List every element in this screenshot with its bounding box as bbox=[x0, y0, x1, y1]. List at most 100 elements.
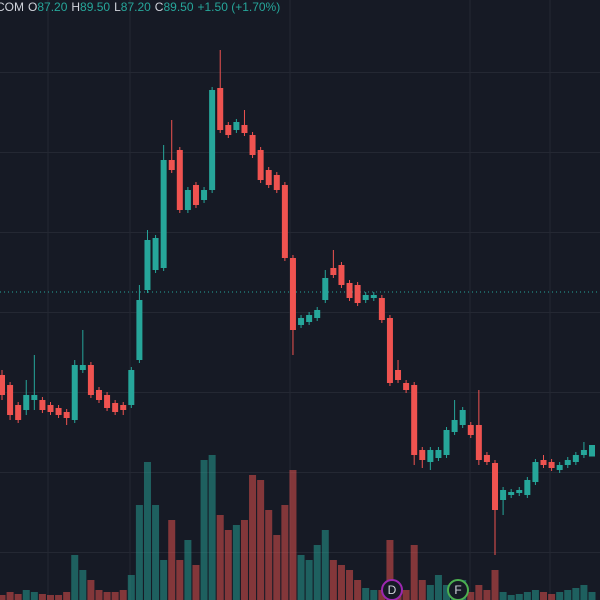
candle-body bbox=[411, 385, 418, 455]
volume-bar bbox=[6, 592, 14, 600]
volume-bar bbox=[95, 590, 103, 600]
candle-body bbox=[378, 298, 385, 320]
volume-bar bbox=[152, 505, 160, 600]
volume-bar bbox=[46, 595, 54, 600]
candle-body bbox=[564, 460, 571, 465]
candle-body bbox=[152, 238, 159, 270]
candle-body bbox=[427, 450, 434, 462]
candle-body bbox=[314, 310, 321, 318]
volume-bar bbox=[434, 575, 442, 600]
candle-body bbox=[144, 240, 151, 290]
candle-body bbox=[112, 403, 119, 412]
volume-bar bbox=[208, 455, 216, 600]
volume-bar bbox=[119, 590, 127, 600]
volume-bar bbox=[111, 592, 119, 600]
change: +1.50 (+1.70%) bbox=[198, 0, 281, 14]
candle-body bbox=[257, 150, 264, 180]
candle-body bbox=[31, 395, 38, 400]
volume-bar bbox=[329, 560, 337, 600]
symbol: COM bbox=[0, 0, 24, 14]
volume-bar bbox=[402, 590, 410, 600]
candle-body bbox=[47, 405, 54, 412]
volume-bar bbox=[572, 588, 580, 600]
volume-bar bbox=[289, 470, 297, 600]
ohlc-value: 89.50 bbox=[163, 0, 193, 14]
event-label: D bbox=[388, 583, 397, 597]
volume-bar bbox=[87, 580, 95, 600]
event-marker bbox=[447, 579, 469, 600]
volume-bar bbox=[200, 460, 208, 600]
volume-bar bbox=[426, 585, 434, 600]
volume-bar bbox=[38, 594, 46, 600]
volume-bar bbox=[362, 588, 370, 600]
candle-body bbox=[79, 365, 86, 370]
volume-bar bbox=[354, 580, 362, 600]
event-marker bbox=[381, 579, 403, 600]
candle-body bbox=[338, 265, 345, 285]
candle-body bbox=[55, 408, 62, 415]
volume-bar bbox=[79, 570, 87, 600]
volume-bar bbox=[386, 540, 394, 600]
ohlc-label: L bbox=[114, 0, 121, 14]
ohlc-label: H bbox=[71, 0, 80, 14]
volume-bar bbox=[305, 560, 313, 600]
candle-body bbox=[508, 492, 515, 495]
volume-bar bbox=[588, 592, 596, 600]
volume-bar bbox=[249, 475, 257, 600]
volume-bar bbox=[418, 580, 426, 600]
candle-body bbox=[500, 490, 507, 500]
volume-bar bbox=[337, 565, 345, 600]
volume-bar bbox=[491, 570, 499, 600]
ohlc-value: 89.50 bbox=[80, 0, 110, 14]
volume-bar bbox=[14, 594, 22, 600]
volume-bar bbox=[443, 585, 451, 600]
candle-body bbox=[136, 300, 143, 360]
volume-bar bbox=[103, 592, 111, 600]
candle-body bbox=[451, 420, 458, 432]
candle-body bbox=[15, 405, 22, 420]
ohlc-value: 87.20 bbox=[37, 0, 67, 14]
candle-body bbox=[160, 160, 167, 268]
candle-body bbox=[556, 465, 563, 470]
candle-body bbox=[362, 295, 369, 300]
volume-bar bbox=[160, 560, 168, 600]
volume-bar bbox=[499, 592, 507, 600]
candle-body bbox=[346, 283, 353, 298]
volume-bar bbox=[63, 592, 71, 600]
volume-bar bbox=[257, 480, 265, 600]
candle-body bbox=[201, 190, 208, 200]
candle-body bbox=[176, 150, 183, 210]
candle-body bbox=[128, 370, 135, 405]
volume-bar bbox=[30, 592, 38, 600]
volume-bar bbox=[216, 515, 224, 600]
volume-bar bbox=[515, 594, 523, 600]
candle-body bbox=[281, 185, 288, 258]
volume-bar bbox=[184, 540, 192, 600]
candle-body bbox=[572, 455, 579, 462]
candle-body bbox=[273, 175, 280, 190]
candle-body bbox=[168, 160, 175, 170]
candle-body bbox=[443, 430, 450, 455]
candle-body bbox=[184, 190, 191, 210]
ohlc-label: O bbox=[28, 0, 37, 14]
volume-bar bbox=[346, 570, 354, 600]
volume-bar bbox=[483, 590, 491, 600]
candle-body bbox=[589, 445, 595, 457]
volume-bar bbox=[265, 510, 273, 600]
volume-bar bbox=[548, 594, 556, 600]
volume-bar bbox=[127, 575, 135, 600]
volume-bar bbox=[135, 505, 143, 600]
volume-bar bbox=[143, 462, 151, 600]
volume-bar bbox=[176, 560, 184, 600]
candle-body bbox=[548, 462, 555, 468]
volume-bar bbox=[192, 565, 200, 600]
ohlc-value: 87.20 bbox=[121, 0, 151, 14]
volume-bar bbox=[410, 545, 418, 600]
candle-body bbox=[322, 278, 329, 300]
volume-bar bbox=[556, 592, 564, 600]
header-line: COM O87.20 H89.50 L87.20 C89.50 +1.50 (+1.70%… bbox=[0, 0, 280, 14]
candle-body bbox=[209, 90, 216, 190]
candle-body bbox=[532, 462, 539, 482]
candle-body bbox=[467, 425, 474, 435]
